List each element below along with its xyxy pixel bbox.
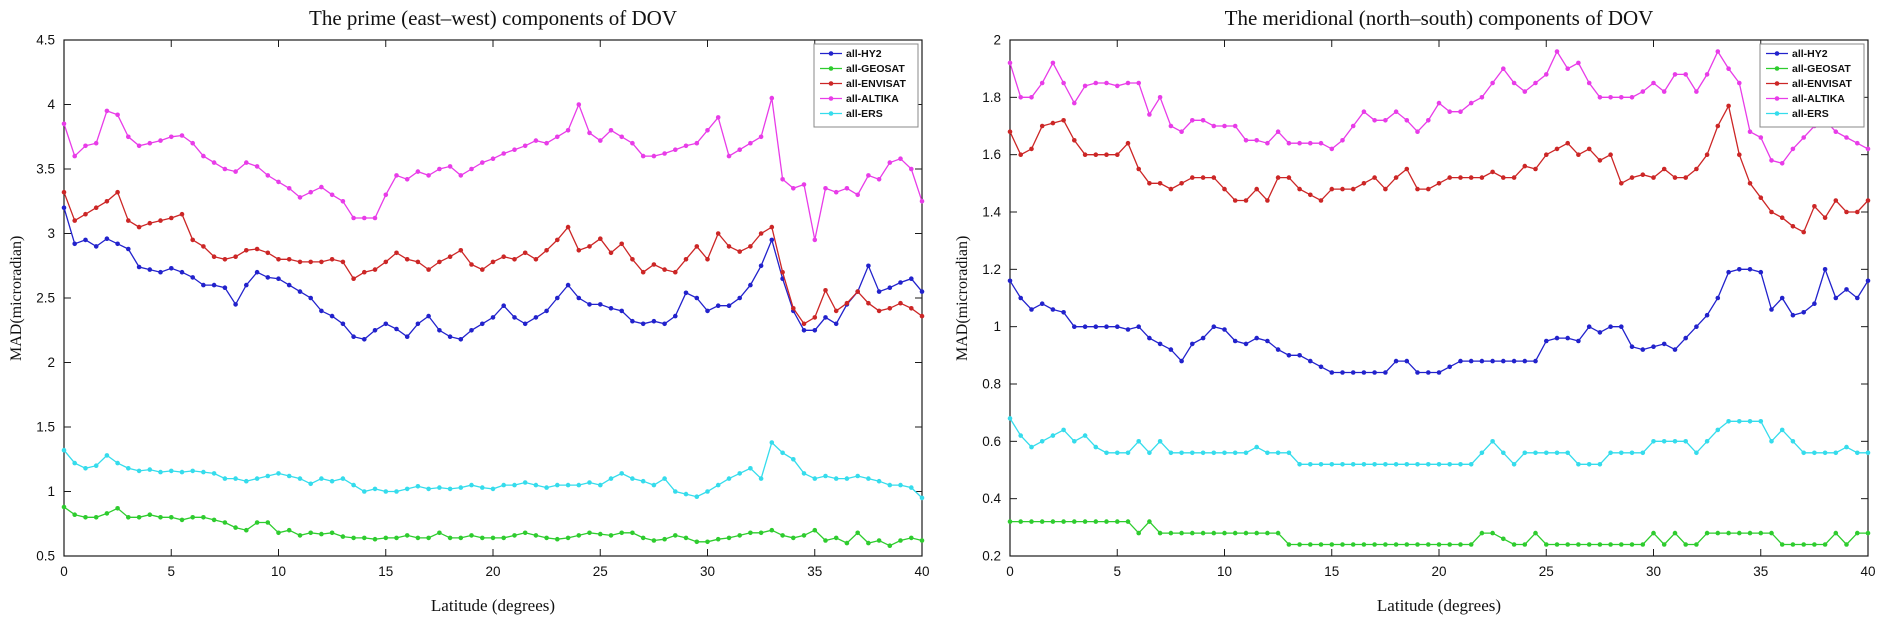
x-tick-label: 0: [60, 564, 68, 579]
chart-title-meridional: The meridional (north–south) components …: [1224, 6, 1654, 30]
plot-area-meridional: 0 5 10 15 20 25 30 35 40 0.2 0.4 0.6 0.8 1 1.2 1.4 1.6 1.…: [982, 33, 1875, 580]
legend-label-all-HY2: all-HY2: [1792, 48, 1828, 60]
legend: all-HY2 all-GEOSAT all-ENVISAT all-ALTIKA al…: [1759, 43, 1865, 128]
x-tick-label: 20: [485, 564, 500, 579]
legend: all-HY2 all-GEOSAT all-ENVISAT all-ALTIKA al…: [813, 43, 919, 128]
series-markers-all-ENVISAT: [1007, 103, 1871, 235]
legend-label-all-GEOSAT: all-GEOSAT: [846, 63, 905, 75]
series-markers-all-ALTIKA: [1007, 49, 1871, 166]
legend-label-all-ERS: all-ERS: [1792, 108, 1829, 120]
x-tick-label: 10: [1217, 564, 1232, 579]
x-tick-label: 0: [1006, 564, 1014, 579]
y-tick-label: 0.2: [982, 549, 1001, 564]
x-tick-label: 5: [167, 564, 175, 579]
x-tick-label: 5: [1113, 564, 1121, 579]
series-markers-all-HY2: [1007, 267, 1871, 375]
y-tick-label: 0.5: [36, 549, 55, 564]
legend-marker-sample: [1774, 66, 1780, 71]
legend-label-all-GEOSAT: all-GEOSAT: [1792, 63, 1851, 75]
legend-marker-sample: [1774, 51, 1780, 56]
series-markers-all-ERS: [1007, 416, 1871, 467]
x-tick-label: 20: [1431, 564, 1446, 579]
x-axis-label-prime: Latitude (degrees): [430, 596, 556, 615]
chart-panel-prime: The prime (east–west) components of DOV …: [8, 6, 930, 615]
legend-marker-sample: [1774, 111, 1780, 116]
series-markers-all-ENVISAT: [61, 189, 925, 327]
y-tick-label: 1: [993, 319, 1001, 334]
legend-marker-sample: [828, 66, 834, 71]
legend-label-all-ERS: all-ERS: [846, 108, 883, 120]
legend-label-all-ENVISAT: all-ENVISAT: [846, 78, 906, 90]
x-tick-label: 25: [1539, 564, 1554, 579]
series-markers-all-ERS: [61, 440, 925, 501]
y-tick-label: 1.8: [982, 90, 1001, 105]
chart-title-prime: The prime (east–west) components of DOV: [309, 6, 677, 30]
legend-marker-sample: [828, 96, 834, 101]
y-tick-label: 3: [47, 226, 55, 241]
series-markers-all-ALTIKA: [61, 95, 925, 243]
y-tick-label: 0.4: [982, 491, 1001, 506]
x-tick-label: 35: [807, 564, 822, 579]
y-tick-label: 1: [47, 484, 55, 499]
series-markers-all-GEOSAT: [61, 504, 925, 548]
x-tick-label: 25: [593, 564, 608, 579]
y-tick-label: 0.8: [982, 377, 1001, 392]
legend-marker-sample: [828, 51, 834, 56]
y-tick-label: 2.5: [36, 291, 55, 306]
y-tick-label: 2: [993, 33, 1001, 48]
y-tick-label: 1.2: [982, 262, 1001, 277]
x-tick-label: 30: [1646, 564, 1661, 579]
axes-box: [1009, 39, 1869, 557]
x-tick-label: 15: [1324, 564, 1339, 579]
y-tick-label: 4.5: [36, 33, 55, 48]
legend-label-all-ENVISAT: all-ENVISAT: [1792, 78, 1852, 90]
plot-area-prime: 0 5 10 15 20 25 30 35 40 0.5 1 1.5 2 2.5 3 3.5 4 4.5 all-H…: [36, 33, 929, 580]
x-tick-label: 40: [914, 564, 929, 579]
legend-label-all-ALTIKA: all-ALTIKA: [846, 93, 899, 105]
y-tick-label: 0.6: [982, 434, 1001, 449]
y-tick-label: 3.5: [36, 162, 55, 177]
y-tick-label: 1.6: [982, 147, 1001, 162]
series-markers-all-HY2: [61, 205, 925, 342]
y-tick-label: 4: [47, 97, 55, 112]
chart-panel-meridional: The meridional (north–south) components …: [946, 0, 1892, 638]
series-markers-all-GEOSAT: [1007, 519, 1871, 547]
legend-label-all-HY2: all-HY2: [846, 48, 882, 60]
y-tick-label: 1.4: [982, 205, 1001, 220]
y-tick-label: 1.5: [36, 420, 55, 435]
axes-box: [63, 39, 923, 557]
x-tick-label: 30: [700, 564, 715, 579]
x-tick-label: 40: [1860, 564, 1875, 579]
legend-marker-sample: [828, 81, 834, 86]
y-tick-label: 2: [47, 355, 55, 370]
legend-label-all-ALTIKA: all-ALTIKA: [1792, 93, 1845, 105]
legend-marker-sample: [828, 111, 834, 116]
x-axis-label-meridional: Latitude (degrees): [1376, 596, 1502, 615]
legend-marker-sample: [1774, 81, 1780, 86]
x-tick-label: 10: [271, 564, 286, 579]
x-tick-label: 35: [1753, 564, 1768, 579]
x-tick-label: 15: [378, 564, 393, 579]
legend-marker-sample: [1774, 96, 1780, 101]
